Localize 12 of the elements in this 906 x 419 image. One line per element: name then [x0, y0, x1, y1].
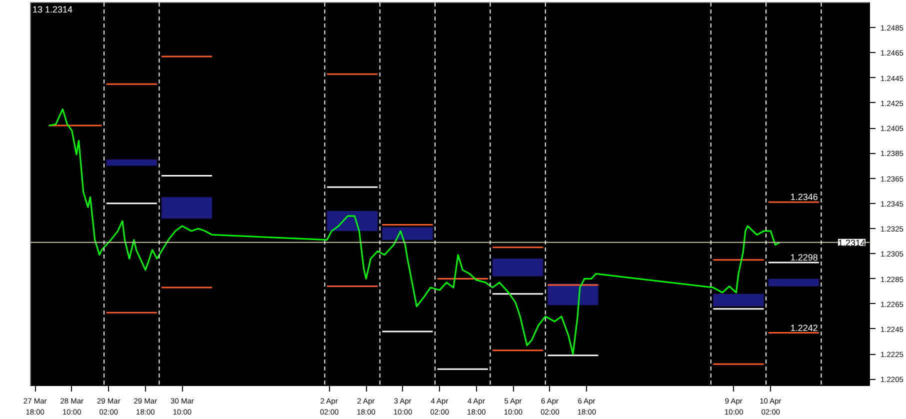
annotation: 1.2346 — [790, 192, 818, 202]
bar — [768, 278, 819, 286]
bar — [382, 227, 433, 240]
annotation: 1.2242 — [790, 322, 818, 333]
annotation: 1.2298 — [790, 252, 818, 262]
annotation: 13 1.2314 — [32, 4, 73, 14]
bar — [327, 210, 378, 232]
ref-line-label: 1.2314 — [838, 238, 866, 248]
bar — [492, 258, 544, 276]
bar — [106, 159, 157, 166]
bar — [162, 197, 212, 218]
bar — [713, 294, 764, 306]
